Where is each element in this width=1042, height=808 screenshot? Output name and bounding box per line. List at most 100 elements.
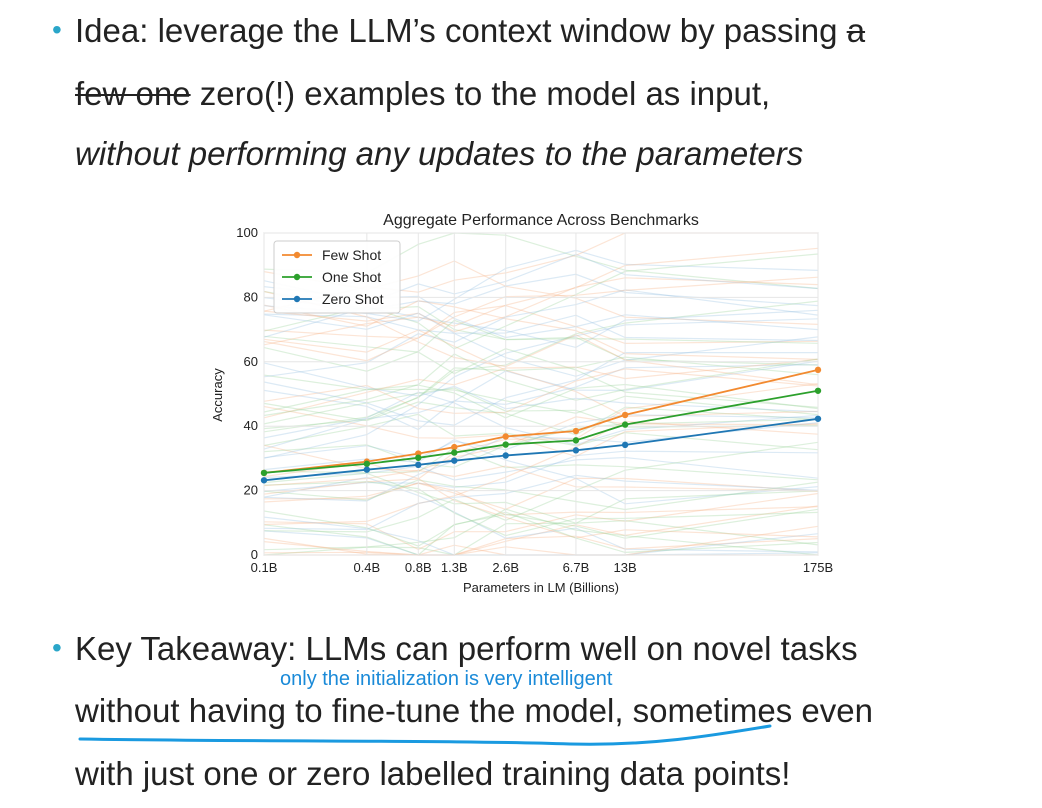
background-task-lines: [263, 232, 819, 556]
background-line: [263, 535, 819, 556]
data-point: [260, 469, 268, 477]
background-line: [263, 413, 819, 451]
background-line: [263, 388, 819, 416]
data-point: [451, 443, 458, 451]
data-point: [621, 441, 629, 449]
background-line: [263, 374, 819, 419]
chart-title: Aggregate Performance Across Benchmarks: [383, 212, 699, 229]
background-line: [263, 510, 819, 554]
data-point: [260, 477, 268, 484]
legend-swatch-marker: [293, 251, 301, 259]
background-line: [263, 508, 819, 556]
y-tick-label: 80: [244, 289, 258, 304]
background-line: [263, 360, 819, 431]
background-line: [263, 490, 819, 556]
background-line: [263, 476, 819, 553]
background-line: [263, 289, 819, 378]
y-tick-label: 0: [251, 547, 258, 562]
background-line: [263, 477, 819, 510]
data-point: [814, 415, 822, 422]
x-axis-label: Parameters in LM (Billions): [463, 580, 619, 595]
x-tick-label: 175B: [803, 560, 833, 575]
background-line: [263, 420, 819, 526]
bullet1-text-part1: Idea: leverage the LLM’s context window …: [75, 12, 847, 49]
y-tick-label: 60: [244, 354, 258, 369]
bullet2-line3: with just one or zero labelled training …: [75, 755, 791, 792]
background-line: [263, 472, 819, 546]
x-tick-label: 1.3B: [441, 560, 468, 575]
bullet1-line1: Idea: leverage the LLM’s context window …: [75, 12, 865, 50]
handwritten-note: only the initialization is very intellig…: [280, 668, 613, 690]
bullet2-line2: without having to fine-tune the model, s…: [75, 692, 873, 729]
data-point: [451, 457, 458, 464]
series-group: [260, 366, 822, 484]
background-line: [263, 465, 819, 492]
background-line: [263, 362, 819, 413]
data-point: [572, 447, 580, 454]
chart-legend: Few Shot One Shot Zero Shot: [273, 240, 401, 314]
background-line: [263, 450, 819, 492]
data-point: [572, 437, 580, 444]
background-line: [263, 313, 819, 377]
x-tick-label: 0.1B: [251, 560, 278, 575]
background-line: [263, 441, 819, 533]
background-line: [263, 300, 819, 360]
x-axis-ticks: 0.1B 0.4B 0.8B 1.3B 2.6B 6.7B 13B 175B: [251, 560, 834, 575]
x-tick-label: 0.4B: [353, 560, 380, 575]
data-point: [814, 387, 822, 394]
handwritten-underline: [78, 724, 772, 746]
background-line: [263, 319, 819, 372]
background-line: [263, 456, 819, 481]
legend-label: Zero Shot: [322, 291, 384, 307]
legend-label: One Shot: [322, 269, 381, 285]
background-line: [263, 383, 819, 495]
background-line: [263, 300, 819, 433]
background-line: [263, 479, 819, 511]
background-line: [263, 462, 819, 539]
background-line: [263, 492, 819, 551]
background-line: [263, 387, 819, 428]
background-line: [263, 353, 819, 417]
data-point: [502, 441, 509, 448]
background-line: [264, 482, 819, 516]
background-line: [263, 329, 819, 418]
data-point: [572, 427, 580, 435]
y-tick-label: 100: [236, 225, 258, 240]
data-point: [502, 433, 509, 440]
background-line: [263, 508, 819, 556]
y-axis-label: Accuracy: [210, 368, 225, 422]
data-point: [502, 452, 509, 459]
background-line: [263, 304, 819, 345]
legend-box: [273, 240, 401, 314]
data-point: [621, 411, 629, 419]
background-line: [263, 401, 819, 436]
bullet-dot-2: •: [52, 632, 62, 663]
series-line-few-shot: [263, 369, 819, 474]
bullet-dot-1: •: [52, 14, 62, 45]
y-tick-label: 20: [244, 483, 258, 498]
background-line: [263, 358, 819, 419]
background-line: [263, 364, 819, 450]
background-line: [263, 249, 819, 322]
y-axis-ticks: 0 20 40 60 80 100: [236, 225, 258, 562]
data-point: [451, 449, 458, 456]
performance-chart: 0 20 40 60 80 100 0.1B 0.4B 0.8B 1.3B 2.6B 6.7B 13B…: [210, 212, 834, 595]
x-tick-label: 13B: [614, 560, 637, 575]
legend-swatch-marker: [293, 273, 301, 281]
background-line: [263, 335, 819, 408]
x-tick-label: 2.6B: [492, 560, 519, 575]
y-tick-label: 40: [244, 418, 258, 433]
series-line-one-shot: [263, 389, 819, 474]
background-line: [263, 405, 819, 458]
data-point: [621, 421, 629, 428]
background-line: [263, 356, 819, 430]
data-point: [415, 454, 422, 461]
background-line: [263, 318, 819, 459]
background-line: [263, 474, 819, 531]
background-line: [263, 418, 819, 468]
background-line: [263, 312, 819, 342]
background-line: [263, 481, 819, 537]
legend-label: Few Shot: [322, 247, 381, 263]
data-point: [814, 366, 822, 374]
series-line-zero-shot: [263, 417, 819, 482]
